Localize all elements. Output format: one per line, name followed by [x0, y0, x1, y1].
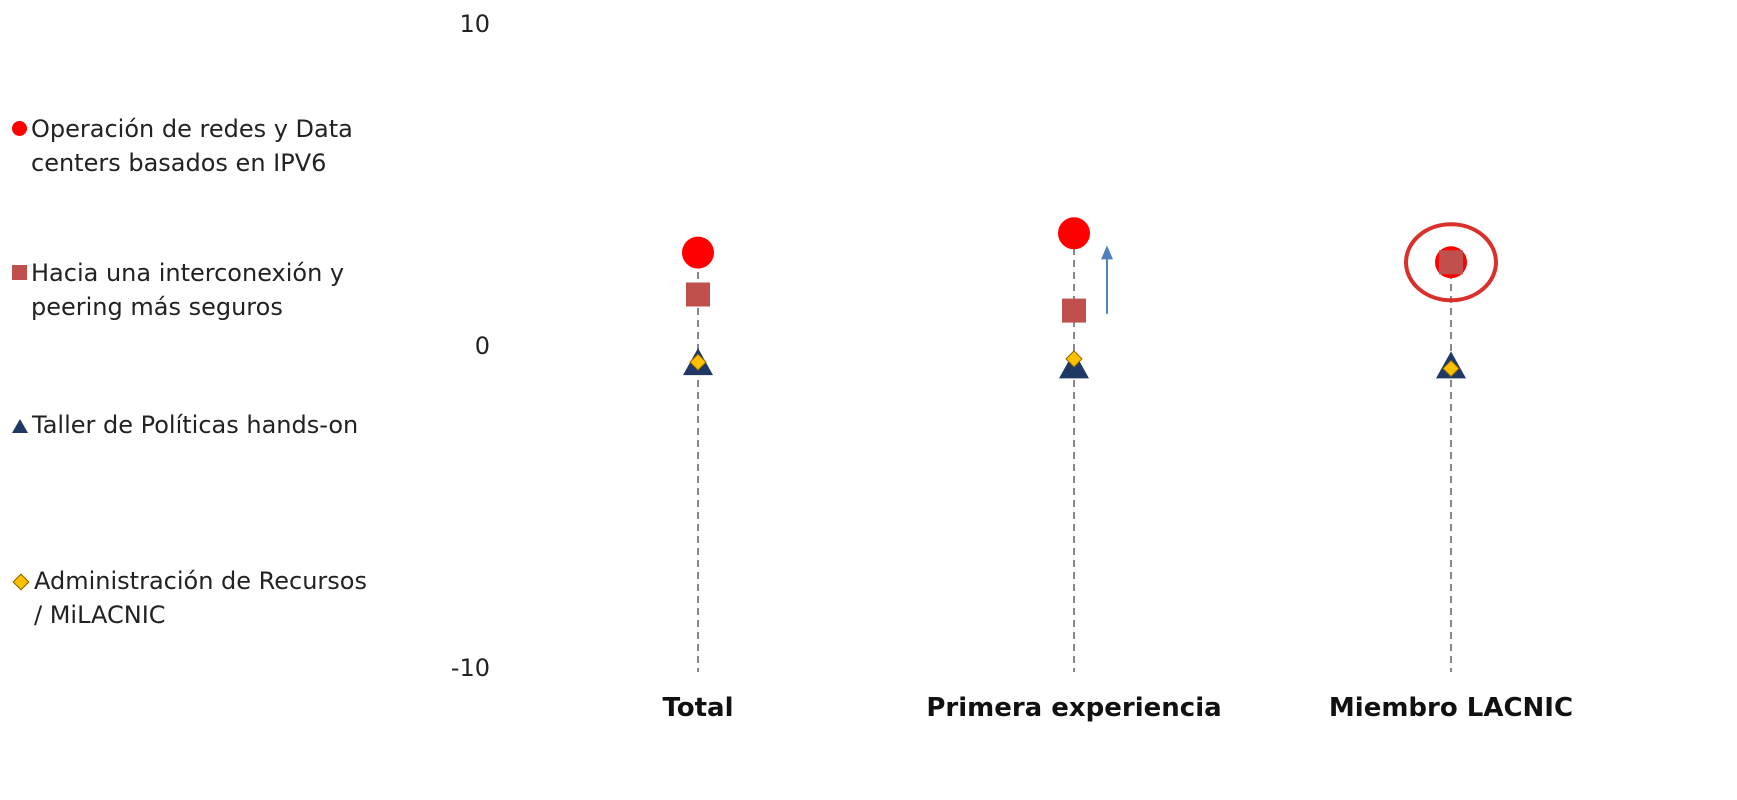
- diamond-marker-icon: [12, 573, 30, 591]
- square-marker-icon: [12, 265, 27, 280]
- legend-label-line2: / MiLACNIC: [34, 601, 166, 629]
- square-data-point: [686, 282, 710, 307]
- y-tick-label: -10: [451, 654, 490, 682]
- diamond-data-point: [689, 353, 707, 371]
- legend-label-line1: Operación de redes y Data: [31, 115, 353, 143]
- y-axis-ticks: 10 0 -10: [451, 10, 490, 682]
- category-labels: Total Primera experiencia Miembro LACNIC: [662, 693, 1573, 723]
- legend-label-line1: Administración de Recursos: [34, 567, 367, 595]
- legend-label-line1: Taller de Políticas hands-on: [32, 411, 359, 439]
- circle-marker-icon: [12, 121, 27, 136]
- triangle-marker-icon: [12, 419, 28, 433]
- y-tick-label: 0: [475, 332, 490, 360]
- legend-item-politicas: Taller de Políticas hands-on: [12, 408, 432, 442]
- square-data-point: [1062, 298, 1086, 323]
- category-label: Miembro LACNIC: [1329, 693, 1573, 723]
- data-points: [682, 217, 1467, 379]
- category-label: Primera experiencia: [926, 693, 1221, 723]
- circle-data-point: [1058, 217, 1090, 250]
- circle-data-point: [682, 236, 714, 269]
- legend: Operación de redes y Data centers basados…: [12, 0, 432, 800]
- y-tick-label: 10: [459, 10, 490, 38]
- highlight-ellipse: [1404, 222, 1498, 303]
- legend-item-recursos: Administración de Recursos / MiLACNIC: [12, 564, 432, 632]
- legend-label-line1: Hacia una interconexión y: [31, 259, 345, 287]
- diamond-data-point: [1065, 350, 1083, 368]
- category-label: Total: [662, 693, 733, 723]
- annotations: [1101, 222, 1498, 314]
- legend-item-peering: Hacia una interconexión y peering más seg…: [12, 256, 432, 324]
- legend-item-ipv6: Operación de redes y Data centers basados…: [12, 112, 432, 180]
- arrow-head-icon: [1101, 245, 1113, 260]
- legend-label-line2: peering más seguros: [31, 293, 283, 321]
- diamond-data-point: [1442, 359, 1460, 378]
- category-stems: [697, 248, 1452, 672]
- square-data-point: [1439, 250, 1463, 275]
- legend-label-line2: centers basados en IPV6: [31, 149, 327, 177]
